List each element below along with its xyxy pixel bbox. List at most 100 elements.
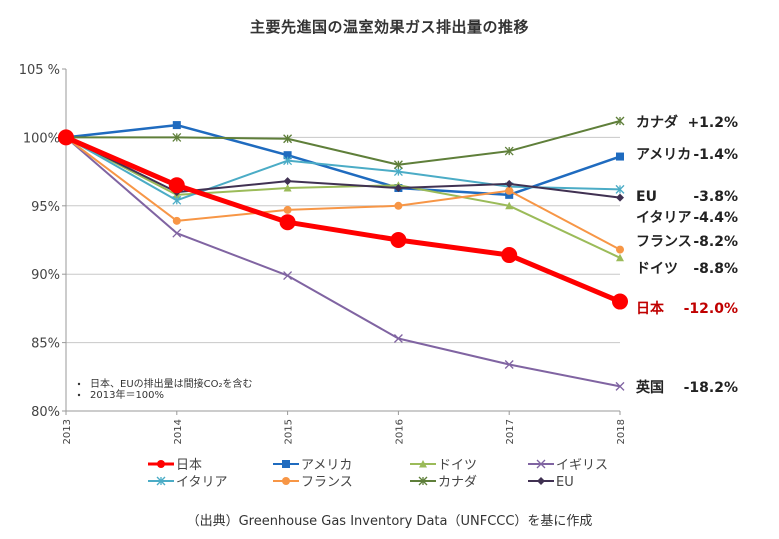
data-point xyxy=(390,232,407,248)
end-label-name: 英国 xyxy=(635,379,664,396)
legend-item: 日本 xyxy=(148,458,202,473)
y-tick-label: 100% xyxy=(23,131,60,146)
series-line xyxy=(65,136,621,388)
series-line xyxy=(65,136,621,199)
end-label-name: フランス xyxy=(636,234,692,250)
data-point xyxy=(504,146,514,156)
legend-item: EU xyxy=(528,475,574,490)
bullet xyxy=(77,393,81,397)
data-point xyxy=(172,216,181,225)
y-tick-label: 95% xyxy=(31,200,60,215)
x-tick-label: 2017 xyxy=(505,419,516,444)
legend-item: フランス xyxy=(273,475,353,490)
data-point xyxy=(536,459,546,469)
legend-label: イギリス xyxy=(556,458,608,473)
data-point xyxy=(537,477,545,485)
legend-label: 日本 xyxy=(176,458,202,473)
end-label-value: -4.4% xyxy=(693,210,738,226)
x-tick-label: 2013 xyxy=(62,419,73,444)
x-tick-label: 2015 xyxy=(284,419,295,444)
data-point xyxy=(283,177,292,186)
gridlines xyxy=(66,136,620,344)
end-annotations: カナダ +1.2% アメリカ -1.4% EU -3.8%イタリア -4.4%フランス -8.… xyxy=(635,114,738,396)
data-point xyxy=(505,201,514,210)
series-6 xyxy=(61,116,625,170)
axes: 80% 85% 90% 95% 100% 105 % 2013 2014 2015 2016 201… xyxy=(19,63,627,444)
end-label-value: -12.0% xyxy=(684,301,738,317)
data-point xyxy=(394,184,403,193)
data-point xyxy=(393,160,403,170)
data-point xyxy=(172,121,181,130)
y-tick-label: 85% xyxy=(31,337,60,352)
y-tick-label: 105 % xyxy=(19,63,60,78)
data-point xyxy=(616,152,624,161)
series-3 xyxy=(61,132,625,391)
x-mark-stroke xyxy=(283,271,293,281)
data-point xyxy=(282,460,290,468)
y-tick-label: 80% xyxy=(31,405,60,420)
data-point xyxy=(419,460,427,468)
data-point xyxy=(283,156,293,166)
data-point xyxy=(283,205,292,214)
data-point xyxy=(172,228,182,238)
data-point xyxy=(283,134,293,144)
data-point xyxy=(504,360,514,369)
end-label-name: ドイツ xyxy=(636,261,678,277)
end-label-value: -3.8% xyxy=(693,189,738,205)
data-point xyxy=(501,247,518,264)
data-point xyxy=(418,476,428,486)
series-line xyxy=(65,135,621,304)
data-point xyxy=(172,132,182,142)
y-tick-label: 90% xyxy=(31,268,60,283)
series-4 xyxy=(61,132,625,205)
series-line xyxy=(66,120,621,166)
legend-label: アメリカ xyxy=(301,458,352,473)
chart-title: 主要先進国の温室効果ガス排出量の推移 xyxy=(249,18,529,36)
data-point xyxy=(393,334,403,343)
data-point xyxy=(157,460,165,468)
end-label-value: -1.4% xyxy=(693,147,738,163)
legend-item: イタリア xyxy=(148,475,227,490)
data-point xyxy=(505,186,514,195)
data-point xyxy=(172,195,182,205)
x-mark-stroke xyxy=(504,360,514,369)
data-point xyxy=(616,245,624,254)
data-point xyxy=(615,116,625,126)
legend-label: ドイツ xyxy=(438,458,477,473)
x-tick-label: 2016 xyxy=(394,419,405,444)
data-point xyxy=(156,476,166,486)
end-label-value: -8.2% xyxy=(693,234,738,250)
data-point xyxy=(616,253,624,262)
data-point xyxy=(283,184,292,192)
data-point xyxy=(612,293,628,310)
data-point xyxy=(168,177,185,194)
end-label-value: +1.2% xyxy=(687,115,738,131)
legend-label: カナダ xyxy=(438,475,477,490)
x-tick-label: 2018 xyxy=(616,419,627,444)
legend-label: EU xyxy=(556,475,574,490)
series-line xyxy=(65,136,621,251)
legend-item: イギリス xyxy=(528,458,608,473)
x-tick-label: 2014 xyxy=(173,419,184,444)
series-line xyxy=(65,123,621,197)
legend-label: フランス xyxy=(301,475,353,490)
series-line xyxy=(65,136,621,259)
data-point xyxy=(393,167,403,177)
end-label-value: -18.2% xyxy=(684,380,738,396)
data-point xyxy=(615,184,625,194)
x-mark-stroke xyxy=(615,381,625,391)
data-point xyxy=(505,190,514,199)
data-point xyxy=(283,151,292,160)
x-mark-stroke xyxy=(393,334,403,343)
x-mark-stroke xyxy=(536,459,546,469)
legend-item: カナダ xyxy=(410,475,477,490)
data-point xyxy=(505,179,514,188)
data-point xyxy=(283,271,293,281)
end-label-name: EU xyxy=(636,189,657,205)
end-label-name: アメリカ xyxy=(636,147,691,163)
bullet xyxy=(77,382,81,386)
series-line xyxy=(65,136,621,202)
legend-item: ドイツ xyxy=(410,458,477,473)
